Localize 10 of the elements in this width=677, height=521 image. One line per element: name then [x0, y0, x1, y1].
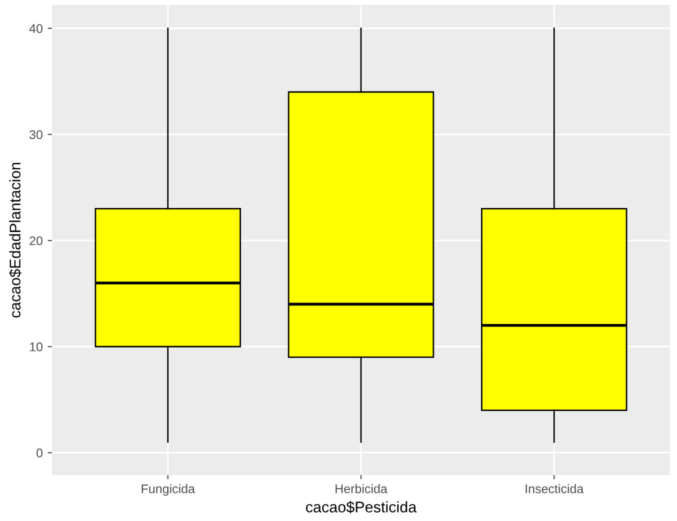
- x-tick-label: Fungicida: [142, 484, 195, 496]
- y-tick-label: 0: [36, 448, 42, 458]
- x-axis-title: cacao$Pesticida: [306, 500, 417, 514]
- y-axis-title: cacao$EdadPlantacion: [9, 162, 22, 318]
- y-tick-label: 20: [30, 236, 42, 246]
- x-tick-label: Insecticida: [526, 484, 584, 494]
- y-tick-label: 40: [29, 24, 42, 33]
- y-tick-label: 10: [30, 342, 42, 352]
- x-tick-label: Herbicida: [336, 484, 388, 494]
- y-tick-label: 30: [30, 130, 42, 140]
